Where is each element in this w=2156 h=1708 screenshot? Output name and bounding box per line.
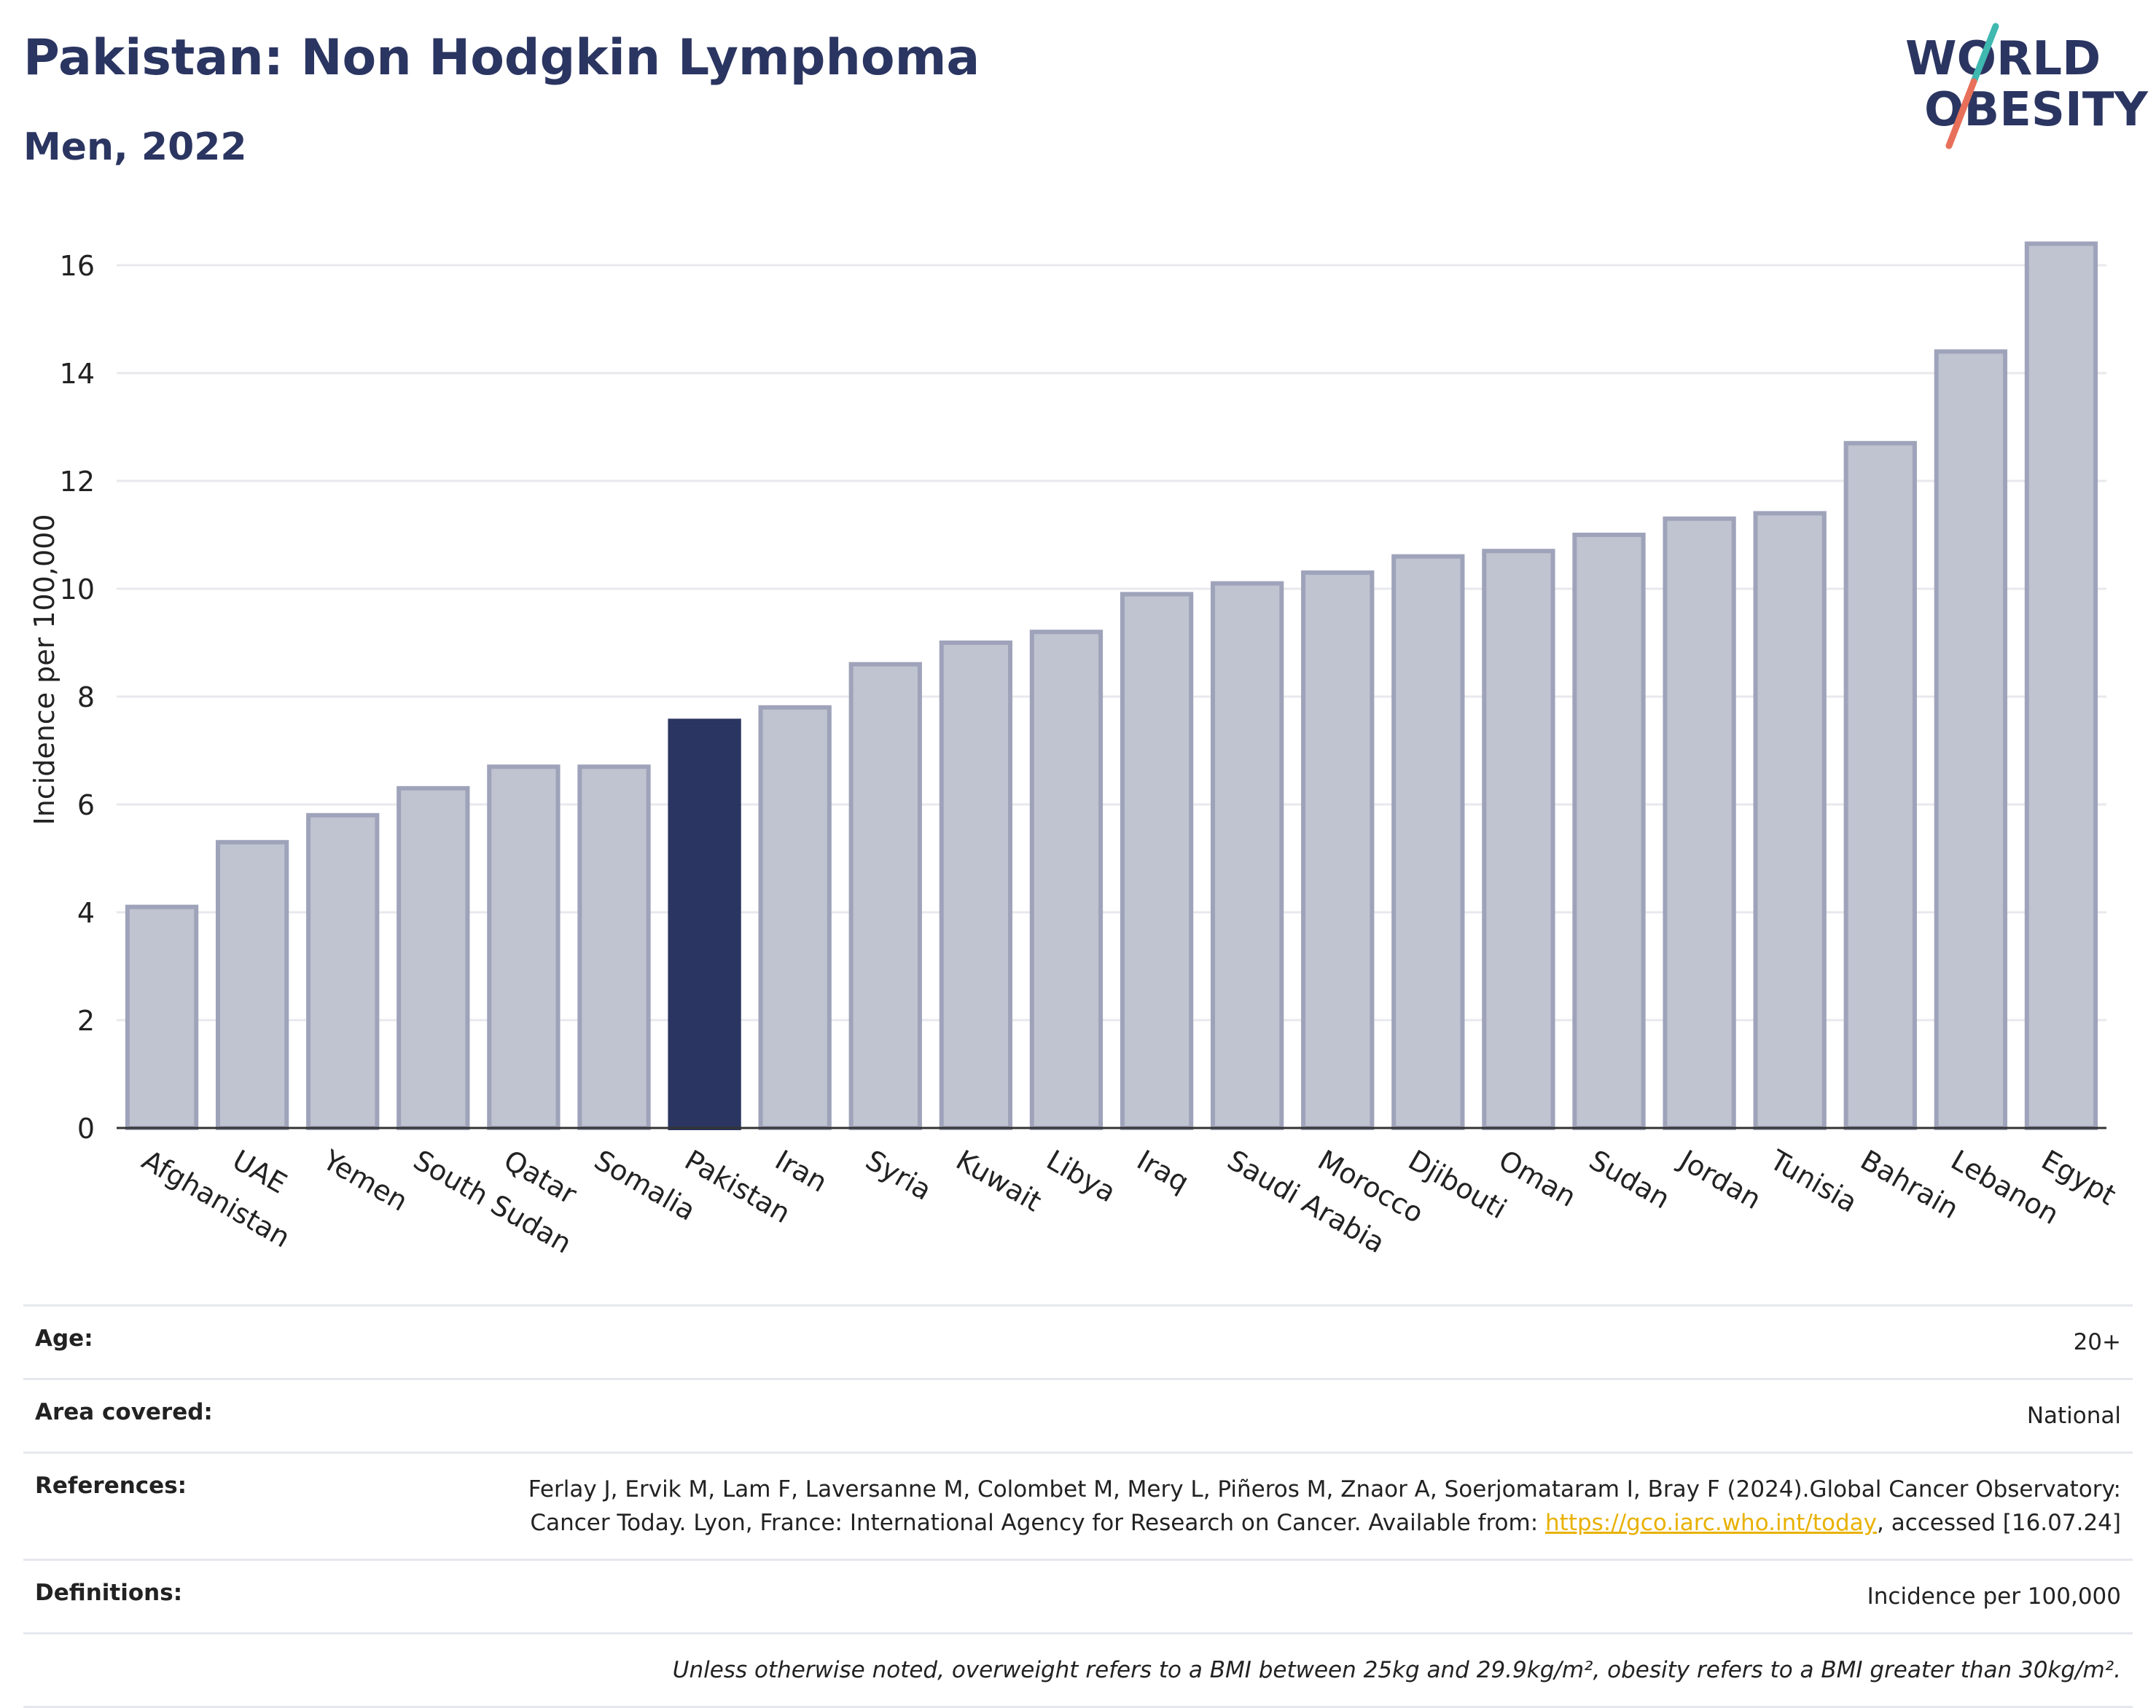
- x-tick-label: Kuwait: [950, 1144, 1047, 1218]
- bar-kuwait: [939, 640, 1013, 1130]
- area-label: Area covered:: [35, 1399, 213, 1425]
- x-tick-label: Syria: [860, 1144, 937, 1207]
- bar-yemen: [306, 812, 380, 1130]
- area-value: National: [2026, 1403, 2121, 1429]
- x-tick-label: Bahrain: [1855, 1144, 1964, 1226]
- bar-saudi-arabia: [1210, 581, 1284, 1130]
- logo-word-world: WORLD: [1905, 32, 2101, 86]
- x-tick-label: UAE: [227, 1144, 292, 1200]
- world-obesity-logo: WORLD OBESITY: [1905, 23, 2148, 149]
- y-tick-label: 8: [77, 681, 95, 713]
- bar-bahrain: [1843, 441, 1917, 1130]
- info-row-definitions: Definitions: Incidence per 100,000: [23, 1559, 2133, 1632]
- y-tick-label: 6: [77, 789, 95, 821]
- info-row-note: Unless otherwise noted, overweight refer…: [23, 1632, 2133, 1708]
- bar-sudan: [1572, 533, 1646, 1130]
- bar-djibouti: [1391, 554, 1465, 1131]
- bar-jordan: [1663, 516, 1736, 1130]
- info-row-age: Age: 20+: [23, 1304, 2133, 1378]
- y-tick-label: 2: [77, 1005, 95, 1037]
- y-tick-label: 16: [60, 250, 95, 282]
- logo-slash-bottom: [1945, 78, 1977, 149]
- bar-libya: [1029, 630, 1104, 1130]
- references-value: Ferlay J, Ervik M, Lam F, Laversanne M, …: [517, 1473, 2121, 1540]
- bars: [125, 241, 2098, 1131]
- bar-iran: [758, 705, 832, 1130]
- bmi-note: Unless otherwise noted, overweight refer…: [672, 1657, 2121, 1683]
- bar-iraq: [1120, 592, 1194, 1130]
- y-tick-label: 10: [60, 573, 95, 606]
- bar-tunisia: [1753, 511, 1827, 1130]
- y-tick-label: 12: [60, 466, 95, 498]
- y-tick-label: 14: [60, 358, 95, 390]
- y-axis-ticks: 0 2 4 6 8 10 12 14 16: [60, 250, 95, 1145]
- references-link[interactable]: https://gco.iarc.who.int/today: [1545, 1510, 1877, 1536]
- y-axis-label: Incidence per 100,000: [28, 514, 60, 825]
- bar-egypt: [2024, 241, 2098, 1130]
- age-label: Age:: [35, 1325, 93, 1352]
- definitions-value: Incidence per 100,000: [1867, 1583, 2121, 1610]
- info-row-area: Area covered: National: [23, 1378, 2133, 1452]
- references-accessed: , accessed [16.07.24]: [1876, 1510, 2121, 1536]
- bar-qatar: [487, 764, 561, 1130]
- x-tick-label: Jordan: [1673, 1143, 1766, 1216]
- definitions-label: Definitions:: [35, 1580, 183, 1606]
- x-tick-label: Yemen: [317, 1143, 413, 1218]
- references-text: Ferlay J, Ervik M, Lam F, Laversanne M, …: [528, 1476, 2121, 1536]
- info-row-references: References: Ferlay J, Ervik M, Lam F, La…: [23, 1452, 2133, 1559]
- info-table: Age: 20+ Area covered: National Referenc…: [23, 1304, 2133, 1708]
- x-tick-label: Iran: [770, 1144, 832, 1199]
- references-label: References:: [35, 1473, 187, 1499]
- age-value: 20+: [2073, 1329, 2121, 1355]
- bar-south-sudan: [397, 786, 470, 1130]
- logo-slash-top: [1970, 23, 1999, 85]
- bar-lebanon: [1934, 349, 2008, 1130]
- bar-somalia: [577, 764, 651, 1130]
- bar-oman: [1482, 549, 1555, 1130]
- x-tick-label: Iraq: [1132, 1144, 1195, 1199]
- bar-uae: [215, 839, 289, 1130]
- bar-syria: [848, 662, 922, 1130]
- bar-morocco: [1301, 570, 1375, 1130]
- y-tick-label: 4: [77, 897, 95, 929]
- bar-afghanistan: [125, 904, 199, 1130]
- x-tick-label: Tunisia: [1764, 1143, 1862, 1219]
- page-title: Pakistan: Non Hodgkin Lymphoma: [23, 29, 980, 87]
- bar-pakistan: [668, 718, 741, 1130]
- x-tick-label: Sudan: [1584, 1144, 1676, 1215]
- x-tick-label: Libya: [1041, 1144, 1121, 1209]
- y-tick-label: 0: [77, 1113, 95, 1145]
- x-tick-label: Somalia: [589, 1144, 701, 1227]
- page-subtitle: Men, 2022: [23, 125, 247, 169]
